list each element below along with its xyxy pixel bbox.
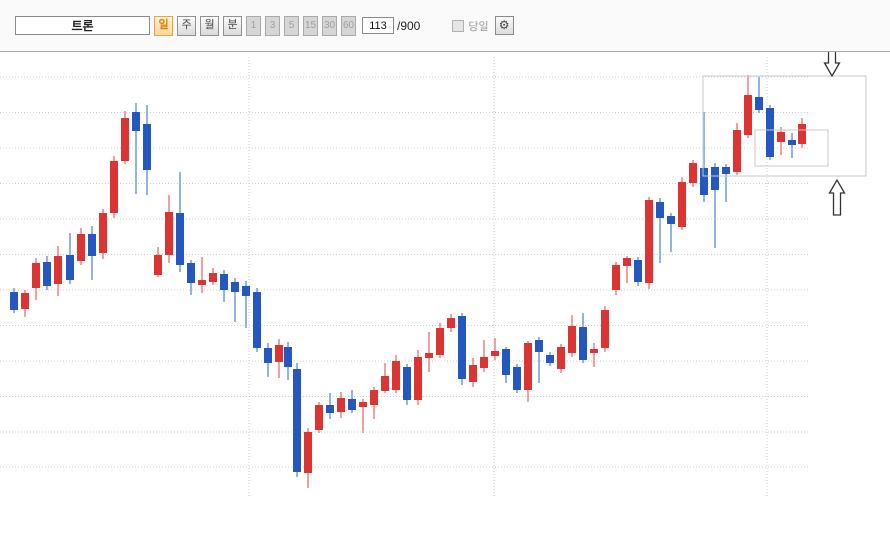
- candle-down: [231, 278, 239, 322]
- candle-down: [242, 281, 250, 328]
- candle-down: [132, 103, 140, 194]
- period-button-weekly[interactable]: 주: [177, 15, 196, 36]
- candle-up: [777, 127, 785, 155]
- candle-up: [198, 257, 206, 293]
- candle-up: [590, 343, 598, 367]
- candle-up: [612, 262, 620, 295]
- candle-up: [165, 195, 173, 263]
- candle-down: [284, 342, 292, 380]
- selection-box-inner[interactable]: [754, 129, 829, 167]
- candle-up: [425, 332, 433, 372]
- candle-up: [275, 339, 283, 378]
- candle-down: [176, 172, 184, 272]
- candle-down: [253, 288, 261, 352]
- settings-gear-button[interactable]: ⚙: [494, 16, 514, 35]
- candle-down: [634, 257, 642, 286]
- candle-up: [623, 256, 631, 283]
- candle-up: [678, 177, 686, 230]
- candle-up: [689, 160, 697, 187]
- interval-button-5[interactable]: 5: [284, 15, 299, 36]
- candle-up: [392, 355, 400, 393]
- period-button-monthly[interactable]: 월: [200, 15, 219, 36]
- candle-up: [54, 246, 62, 296]
- candle-down: [656, 198, 664, 263]
- candle-up: [469, 358, 477, 387]
- candle-up: [21, 290, 29, 317]
- candle-up: [209, 268, 217, 285]
- candle-up: [370, 387, 378, 419]
- candle-up: [733, 123, 741, 175]
- candle-down: [403, 364, 411, 405]
- candle-up: [304, 428, 312, 488]
- count-total-label: /900: [397, 18, 421, 33]
- candle-down: [700, 112, 708, 202]
- candle-count-input[interactable]: [362, 17, 394, 34]
- candle-down: [348, 390, 356, 413]
- candle-up: [77, 228, 85, 265]
- candle-up: [99, 209, 107, 259]
- candle-down: [513, 364, 521, 393]
- intraday-checkbox[interactable]: [452, 19, 465, 32]
- candle-up: [480, 340, 488, 372]
- candle-up: [359, 399, 367, 433]
- candle-up: [337, 392, 345, 418]
- candle-up: [154, 247, 162, 277]
- candle-down: [220, 270, 228, 302]
- candle-down: [66, 233, 74, 284]
- period-button-daily[interactable]: 일: [154, 15, 173, 36]
- candle-up: [436, 323, 444, 358]
- period-button-minute[interactable]: 분: [223, 15, 242, 36]
- interval-button-60[interactable]: 60: [341, 15, 356, 36]
- candle-up: [557, 344, 565, 373]
- candle-up: [110, 156, 118, 218]
- candle-down: [722, 164, 730, 202]
- candle-up: [798, 118, 806, 148]
- gear-icon: ⚙: [498, 18, 510, 32]
- candle-down: [10, 288, 18, 313]
- candle-down: [43, 256, 51, 290]
- candle-down: [88, 226, 96, 280]
- candle-up: [524, 341, 532, 402]
- interval-button-1[interactable]: 1: [246, 15, 261, 36]
- candle-down: [711, 163, 719, 248]
- candle-up: [447, 314, 455, 332]
- candle-up: [744, 75, 752, 138]
- candle-down: [788, 133, 796, 158]
- candle-down: [546, 352, 554, 366]
- candle-up: [414, 350, 422, 405]
- candle-up: [601, 306, 609, 352]
- candle-down: [535, 337, 543, 383]
- candle-down: [458, 313, 466, 385]
- candle-down: [143, 105, 151, 195]
- candle-up: [381, 363, 389, 393]
- chart-toolbar: 일 주 월 분 1 3 5 15 30 60 /900 당일 ⚙: [0, 0, 890, 52]
- intraday-checkbox-label: 당일: [468, 20, 489, 33]
- candle-down: [264, 343, 272, 377]
- candle-up: [32, 258, 40, 300]
- candle-down: [755, 77, 763, 113]
- selection-box-outer[interactable]: [702, 75, 867, 177]
- interval-button-30[interactable]: 30: [322, 15, 337, 36]
- interval-button-15[interactable]: 15: [303, 15, 318, 36]
- candle-up: [491, 338, 499, 360]
- candle-down: [766, 105, 774, 160]
- candle-up: [121, 111, 129, 164]
- candle-down: [187, 260, 195, 295]
- candle-down: [667, 213, 675, 252]
- up-arrow-annotation[interactable]: [828, 178, 846, 216]
- symbol-input[interactable]: [15, 16, 150, 35]
- interval-button-3[interactable]: 3: [265, 15, 280, 36]
- candle-up: [315, 402, 323, 433]
- candle-down: [502, 347, 510, 383]
- candle-up: [645, 197, 653, 289]
- candle-up: [568, 315, 576, 357]
- candle-down: [326, 393, 334, 419]
- candle-down: [579, 313, 587, 363]
- candle-down: [293, 363, 301, 477]
